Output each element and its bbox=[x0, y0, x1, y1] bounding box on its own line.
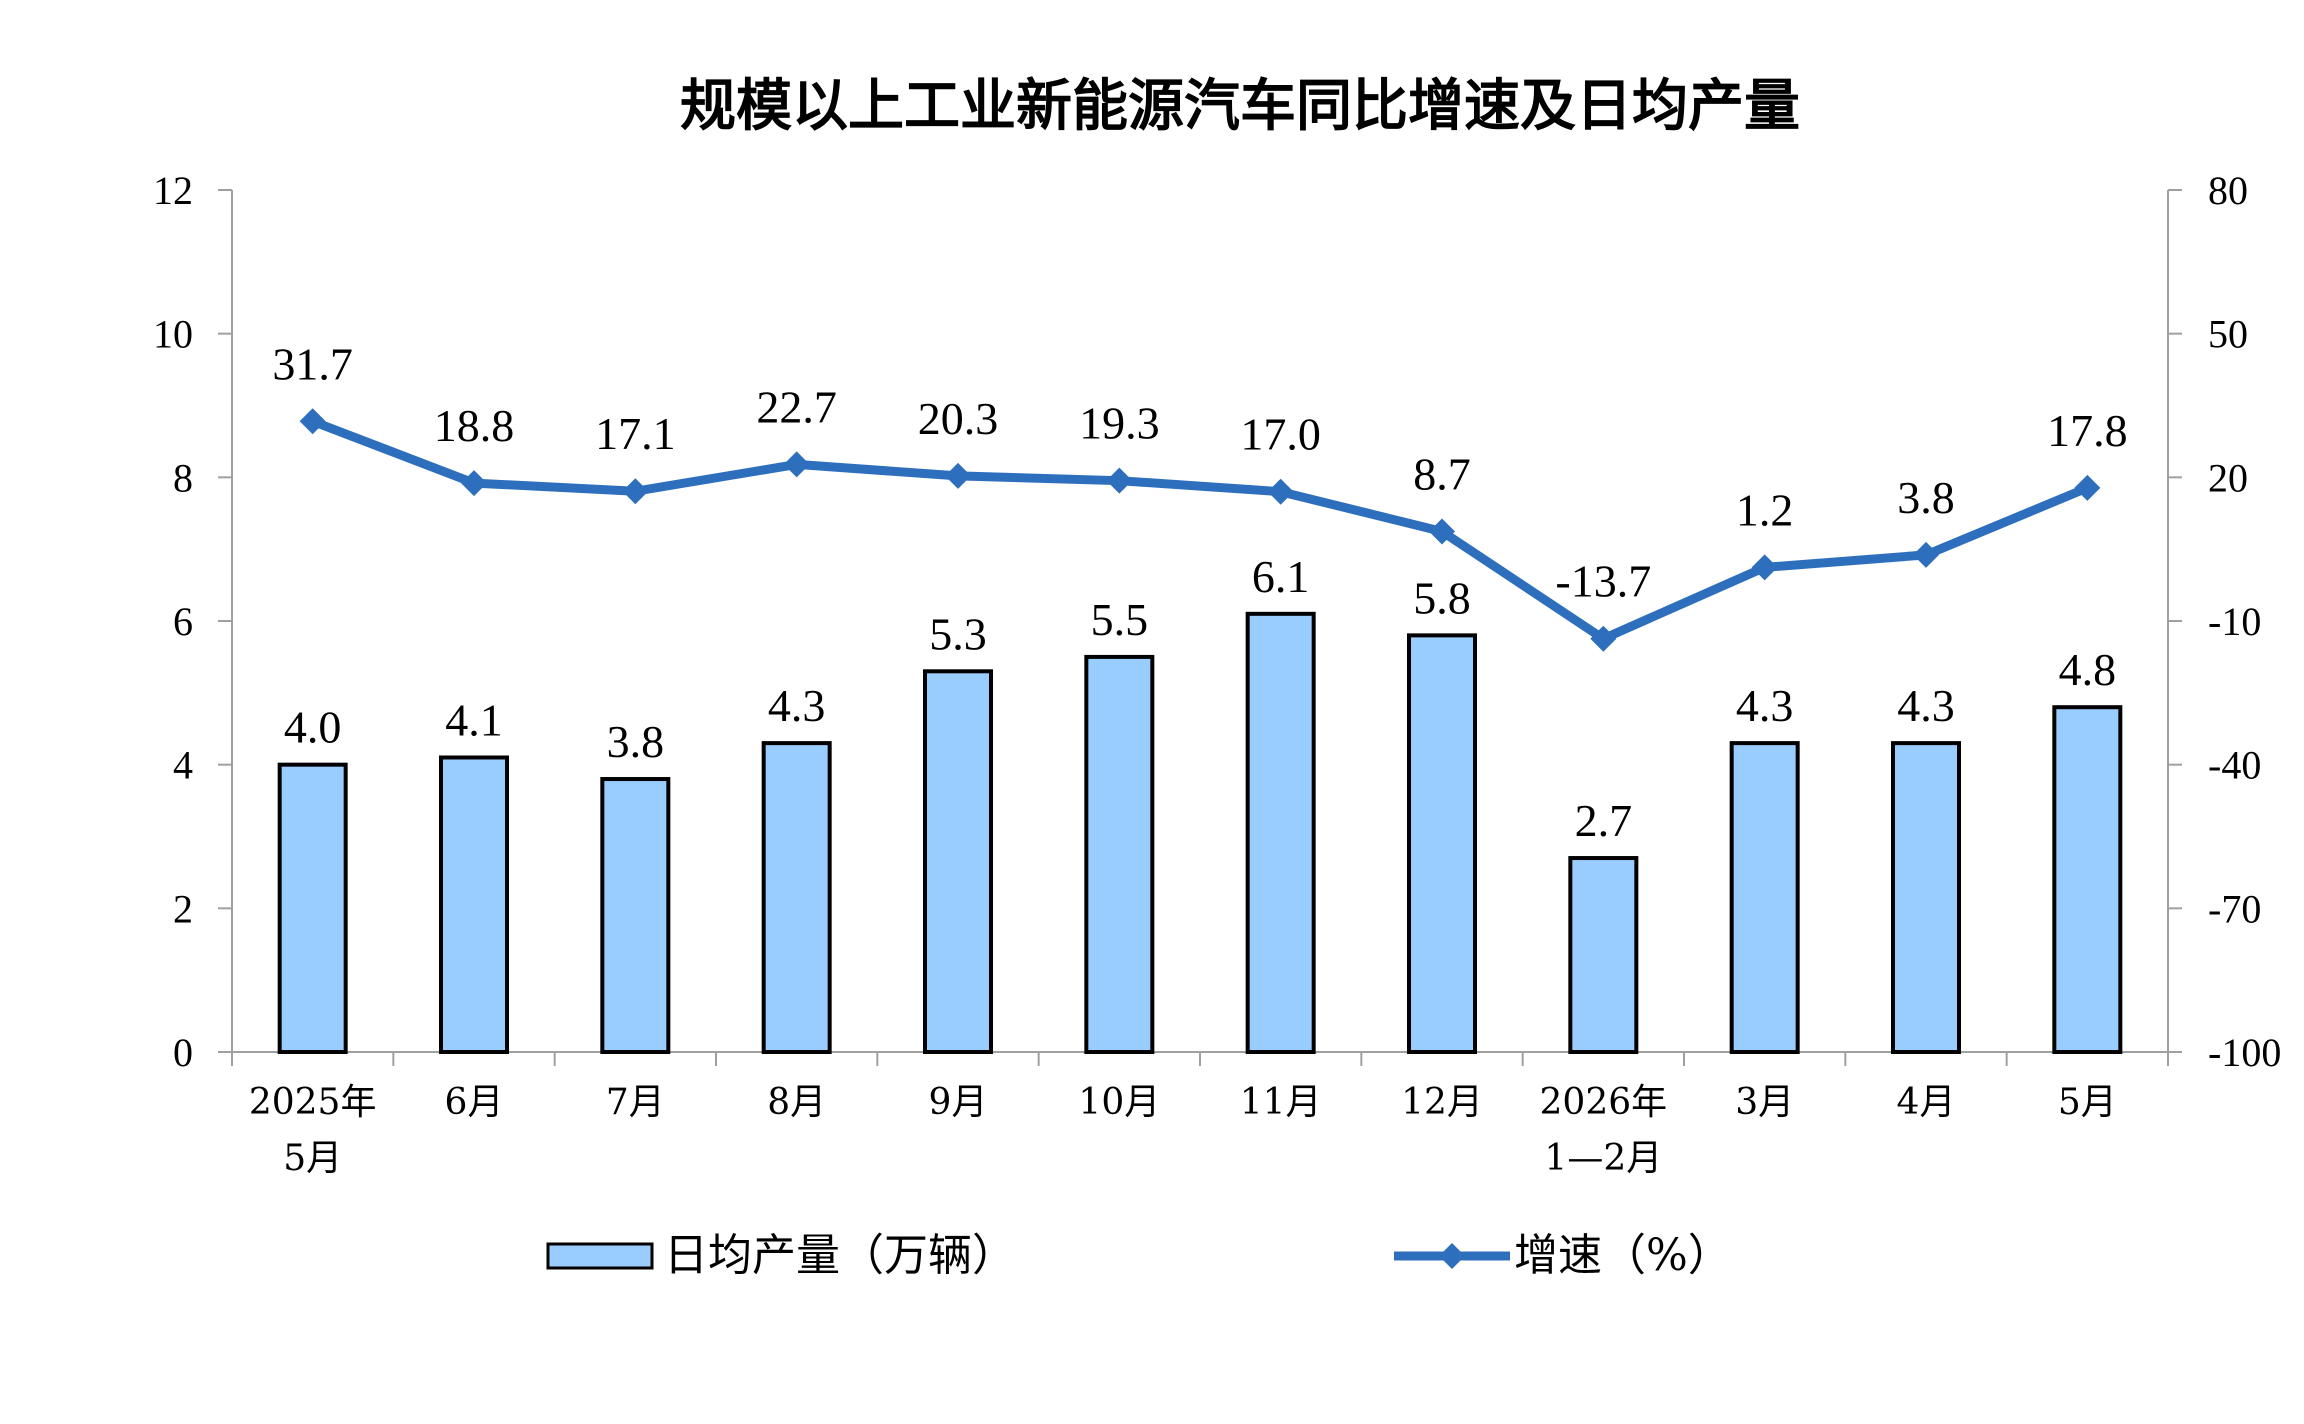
growth-line bbox=[311, 417, 2090, 644]
x-category-label: 4月 bbox=[1897, 1082, 1956, 1123]
line-point bbox=[1429, 518, 1455, 545]
axes: 0 2 4 6 8 10 12 -100 -70 -40 -10 20 50 80 bbox=[153, 168, 2281, 1075]
bar bbox=[2052, 705, 2123, 1054]
bar bbox=[1245, 611, 1316, 1054]
x-category-label: 9月 bbox=[929, 1082, 988, 1123]
x-category-label: 5月 bbox=[283, 1138, 342, 1179]
line-point bbox=[1267, 478, 1294, 505]
bar-data-label: 6.1 bbox=[1252, 551, 1310, 602]
x-category-label: 2026年 bbox=[1540, 1082, 1668, 1123]
x-axis-labels: 2025年 5月 6月 7月 8月 9月 10月 11月 12月 2026年 1—2月 3月 4月 5月 bbox=[249, 1082, 2117, 1179]
line-point bbox=[1913, 541, 1939, 568]
bar bbox=[1568, 856, 1639, 1054]
line-data-label: 22.7 bbox=[756, 381, 837, 432]
line-point bbox=[622, 478, 649, 505]
line-data-label: 8.7 bbox=[1413, 448, 1471, 499]
bar-data-label: 4.3 bbox=[1897, 680, 1955, 731]
line-series: 31.7 18.8 17.1 22.7 20.3 19.3 17.0 8.7 -13.7 1.2 3… bbox=[272, 338, 2128, 652]
line-data-label: 19.3 bbox=[1079, 398, 1160, 449]
x-category-label: 12月 bbox=[1401, 1082, 1483, 1123]
left-tick-label: 2 bbox=[173, 886, 193, 931]
x-category-label: 8月 bbox=[767, 1082, 826, 1123]
bar bbox=[1084, 654, 1155, 1055]
left-tick-label: 12 bbox=[153, 168, 193, 213]
legend-line-label: 增速（%） bbox=[1514, 1230, 1732, 1281]
x-category-label: 11月 bbox=[1240, 1082, 1322, 1123]
right-tick-label: -10 bbox=[2208, 599, 2261, 644]
line-point bbox=[299, 408, 326, 435]
x-category-label: 5月 bbox=[2058, 1082, 2117, 1123]
bar bbox=[761, 741, 832, 1054]
legend-bar-label: 日均产量（万辆） bbox=[664, 1230, 1016, 1281]
line-data-label: 18.8 bbox=[434, 400, 515, 451]
bar-data-label: 4.1 bbox=[445, 694, 503, 745]
bar-series: 4.0 4.1 3.8 4.3 5.3 5.5 6.1 5.8 2.7 4.3 4.3 4.8 bbox=[277, 551, 2123, 1055]
right-tick-label: -100 bbox=[2208, 1030, 2281, 1075]
right-tick-label: 20 bbox=[2208, 455, 2248, 500]
bar bbox=[923, 669, 993, 1054]
x-category-label: 2025年 bbox=[249, 1082, 377, 1123]
left-tick-label: 0 bbox=[173, 1030, 193, 1075]
left-tick-label: 4 bbox=[173, 743, 193, 788]
bar-data-label: 4.3 bbox=[1736, 680, 1794, 731]
bar bbox=[439, 755, 509, 1054]
bar bbox=[1891, 741, 1961, 1054]
legend-bar-swatch bbox=[546, 1242, 654, 1270]
bar bbox=[1407, 633, 1477, 1054]
left-tick-label: 8 bbox=[173, 455, 193, 500]
line-data-label: 17.8 bbox=[2047, 405, 2128, 456]
line-data-label: 17.0 bbox=[1240, 409, 1321, 460]
line-data-label: 1.2 bbox=[1736, 484, 1794, 535]
bar-data-label: 3.8 bbox=[607, 716, 665, 767]
line-data-label: 20.3 bbox=[918, 393, 999, 444]
left-tick-label: 10 bbox=[153, 312, 193, 357]
line-data-label: 3.8 bbox=[1897, 472, 1955, 523]
bar-data-label: 4.0 bbox=[284, 702, 342, 753]
line-point bbox=[1590, 625, 1617, 652]
bar bbox=[1729, 741, 1800, 1054]
line-point bbox=[1106, 467, 1133, 494]
bar-data-label: 5.5 bbox=[1091, 594, 1149, 645]
bar-data-label: 4.3 bbox=[768, 680, 826, 731]
legend: 日均产量（万辆） 增速（%） bbox=[546, 1230, 1732, 1281]
line-point bbox=[783, 451, 810, 478]
line-point bbox=[2074, 474, 2101, 501]
line-point bbox=[945, 462, 971, 489]
line-data-label: 31.7 bbox=[272, 338, 353, 389]
bar bbox=[600, 777, 671, 1054]
line-data-label: 17.1 bbox=[595, 408, 676, 459]
bar-data-label: 2.7 bbox=[1575, 795, 1633, 846]
right-tick-label: -40 bbox=[2208, 743, 2261, 788]
x-category-label: 6月 bbox=[445, 1082, 504, 1123]
bar-data-label: 5.8 bbox=[1413, 572, 1471, 623]
x-category-label: 10月 bbox=[1078, 1082, 1160, 1123]
x-category-label: 3月 bbox=[1735, 1082, 1794, 1123]
x-category-label: 7月 bbox=[606, 1082, 665, 1123]
chart-title: 规模以上工业新能源汽车同比增速及日均产量 bbox=[680, 74, 1800, 139]
left-tick-label: 6 bbox=[173, 599, 193, 644]
line-point bbox=[461, 470, 487, 497]
x-category-label: 1—2月 bbox=[1544, 1138, 1662, 1179]
bar-data-label: 4.8 bbox=[2059, 644, 2117, 695]
bar-data-label: 5.3 bbox=[929, 608, 987, 659]
right-tick-label: -70 bbox=[2208, 886, 2261, 931]
right-tick-label: 50 bbox=[2208, 312, 2248, 357]
legend-line-marker bbox=[1439, 1243, 1465, 1269]
right-tick-label: 80 bbox=[2208, 168, 2248, 213]
bar bbox=[277, 762, 348, 1055]
line-data-label: -13.7 bbox=[1555, 556, 1651, 607]
line-point bbox=[1751, 554, 1778, 581]
